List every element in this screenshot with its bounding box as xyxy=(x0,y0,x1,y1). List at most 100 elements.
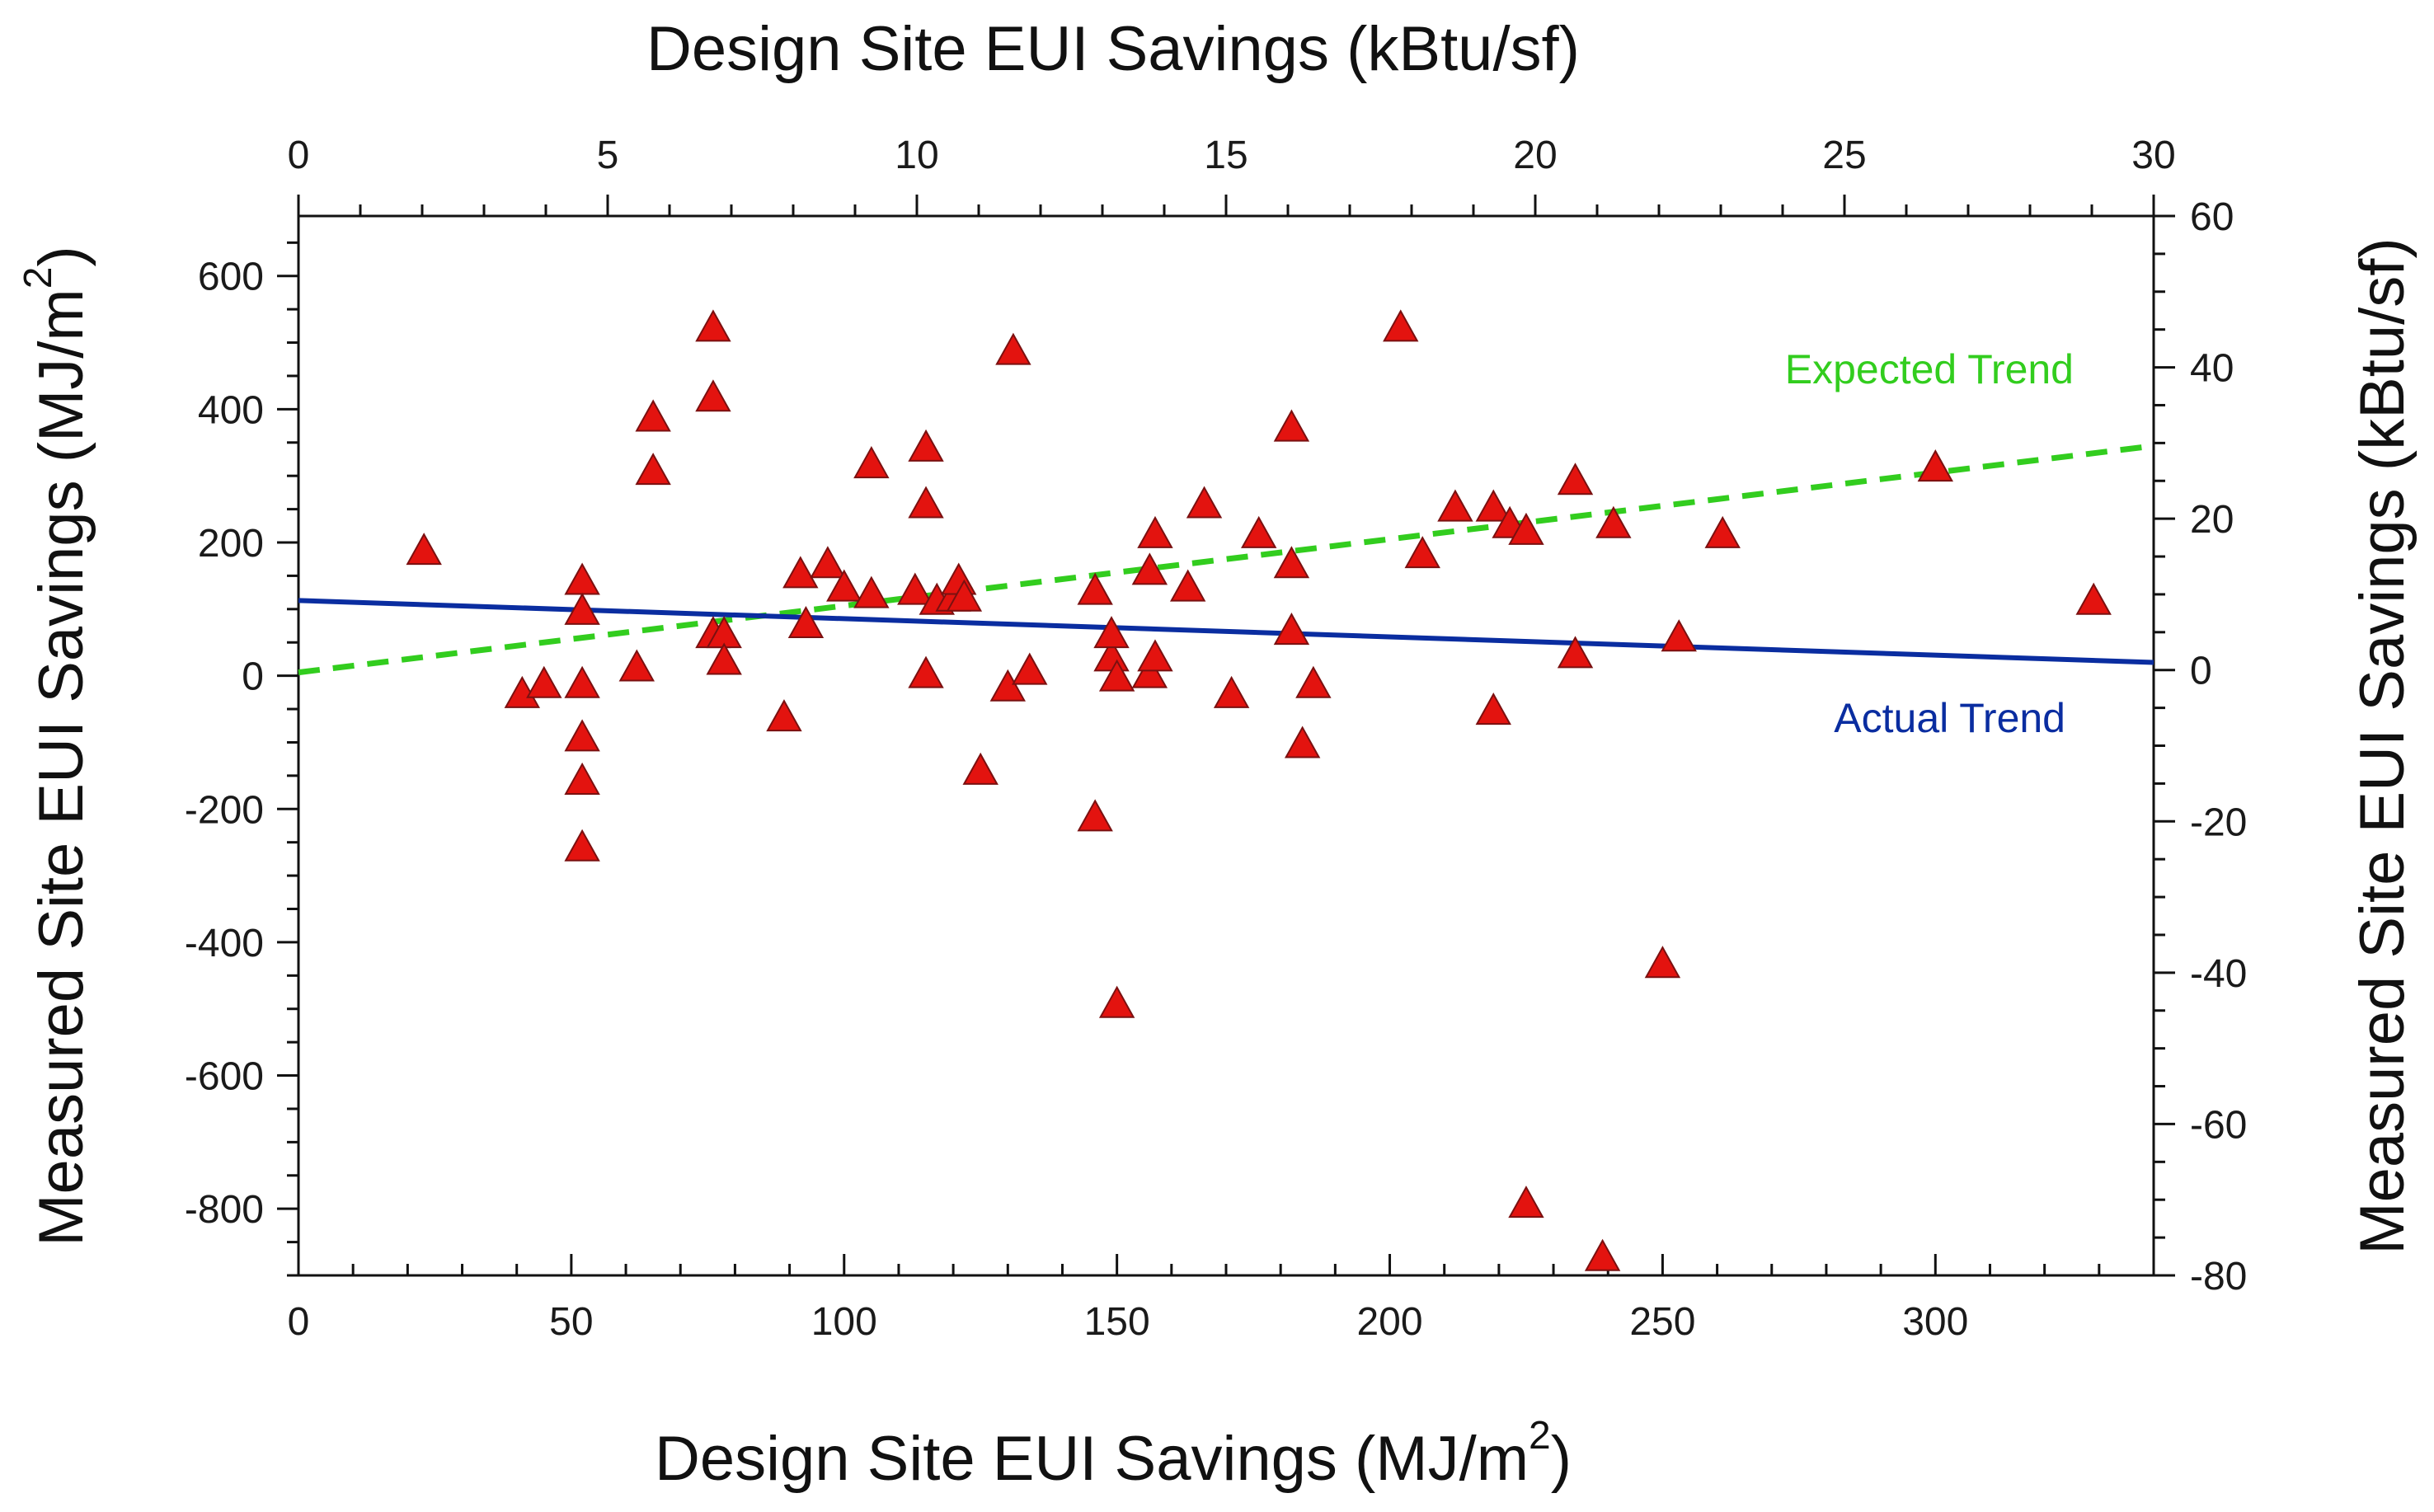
data-point-marker xyxy=(564,829,600,862)
x-top-tick-label: 0 xyxy=(288,134,310,177)
data-point-marker xyxy=(1475,693,1511,725)
data-point-marker xyxy=(564,665,600,698)
data-point-marker xyxy=(946,579,983,612)
x-top-tick-label: 25 xyxy=(1822,134,1866,177)
data-point-marker xyxy=(1917,449,1953,482)
y-tick-label: 600 xyxy=(198,256,264,299)
x-tick-label: 150 xyxy=(1084,1300,1150,1344)
data-points xyxy=(406,309,2112,1271)
x-top-axis-tick-labels: 0 5 10 15 20 25 30 xyxy=(288,134,2176,177)
y-right-tick-label: -20 xyxy=(2190,801,2247,844)
data-point-marker xyxy=(1557,636,1594,669)
x-top-tick-label: 15 xyxy=(1204,134,1248,177)
y-left-axis-title-end: ) xyxy=(26,246,96,266)
x-tick-label: 100 xyxy=(811,1300,877,1344)
y-left-axis-title-main: Measured Site EUI Savings (MJ/m xyxy=(26,289,96,1247)
y-tick-label: -600 xyxy=(185,1055,264,1099)
data-point-marker xyxy=(1241,515,1277,548)
data-point-marker xyxy=(1284,725,1321,758)
x-tick-label: 200 xyxy=(1356,1300,1422,1344)
data-point-marker xyxy=(908,655,944,688)
expected-trend-label: Expected Trend xyxy=(1785,346,2074,392)
data-point-marker xyxy=(1508,1186,1544,1219)
x-bottom-axis-title-end: ) xyxy=(1551,1424,1572,1494)
x-top-tick-label: 20 xyxy=(1513,134,1557,177)
y-right-tick-label: -40 xyxy=(2190,952,2247,996)
data-point-marker xyxy=(695,309,731,342)
data-point-marker xyxy=(766,699,802,732)
data-point-marker xyxy=(908,429,944,462)
data-point-marker xyxy=(908,486,944,519)
x-tick-label: 250 xyxy=(1629,1300,1695,1344)
x-top-axis-title: Design Site EUI Savings (kBtu/sf) xyxy=(646,14,1580,84)
y-right-axis-tick-labels: -80 -60 -40 -20 0 20 40 60 xyxy=(2190,195,2247,1298)
y-right-axis-title: Measured Site EUI Savings (kBtu/sf) xyxy=(2347,237,2418,1254)
x-bottom-axis-title: Design Site EUI Savings (MJ/m2) xyxy=(655,1414,1572,1494)
data-point-marker xyxy=(635,399,671,432)
data-point-marker xyxy=(564,719,600,752)
data-point-marker xyxy=(1644,946,1681,979)
data-point-marker xyxy=(1273,546,1310,579)
data-point-marker xyxy=(1404,536,1440,569)
x-bottom-axis-title-main: Design Site EUI Savings (MJ/m xyxy=(655,1424,1529,1494)
data-point-marker xyxy=(962,752,999,785)
data-point-marker xyxy=(1704,515,1741,548)
data-point-marker xyxy=(1595,505,1632,538)
y-tick-label: -200 xyxy=(185,788,264,832)
data-point-marker xyxy=(787,605,825,639)
data-point-marker xyxy=(1012,652,1048,685)
y-right-tick-label: 60 xyxy=(2190,195,2234,239)
y-left-axis-title-sup: 2 xyxy=(16,267,60,289)
y-tick-label: 400 xyxy=(198,388,264,432)
data-point-marker xyxy=(2075,582,2112,615)
data-point-marker xyxy=(1584,1238,1621,1271)
data-point-marker xyxy=(1137,515,1173,548)
data-point-marker xyxy=(526,665,562,698)
data-point-marker xyxy=(782,556,819,589)
data-point-marker xyxy=(995,332,1031,365)
y-right-tick-label: 20 xyxy=(2190,498,2234,542)
x-top-tick-label: 30 xyxy=(2131,134,2175,177)
x-top-tick-label: 10 xyxy=(895,134,938,177)
data-point-marker xyxy=(1557,463,1594,495)
data-point-marker xyxy=(1169,569,1206,602)
data-point-marker xyxy=(1295,665,1332,698)
data-point-marker xyxy=(564,762,600,795)
data-point-marker xyxy=(1131,655,1168,688)
x-top-tick-label: 5 xyxy=(597,134,619,177)
data-point-marker xyxy=(1077,572,1113,605)
data-point-marker xyxy=(635,453,671,486)
data-point-marker xyxy=(1508,512,1544,545)
x-bottom-axis-title-sup: 2 xyxy=(1529,1414,1551,1458)
data-point-marker xyxy=(564,592,600,625)
data-point-marker xyxy=(1131,552,1168,585)
y-tick-label: -400 xyxy=(185,922,264,965)
data-point-marker xyxy=(810,546,846,579)
y-tick-label: 0 xyxy=(242,655,264,699)
y-tick-label: 200 xyxy=(198,522,264,566)
x-tick-label: 0 xyxy=(288,1300,310,1344)
data-point-marker xyxy=(1273,613,1310,646)
y-axis-tick-labels: -800 -600 -400 -200 0 200 400 600 xyxy=(185,256,264,1232)
data-point-marker xyxy=(1437,489,1473,522)
data-point-marker xyxy=(853,575,890,608)
data-point-marker xyxy=(1093,616,1130,649)
x-tick-label: 300 xyxy=(1902,1300,1968,1344)
y-right-tick-label: 0 xyxy=(2190,650,2212,693)
data-point-marker xyxy=(1186,486,1223,519)
data-point-marker xyxy=(897,572,933,605)
data-point-marker xyxy=(1661,619,1697,652)
y-right-tick-label: -60 xyxy=(2190,1103,2247,1147)
data-point-marker xyxy=(1213,675,1250,708)
data-point-marker xyxy=(1098,659,1135,692)
data-point-marker xyxy=(826,569,862,602)
y-tick-label: -800 xyxy=(185,1188,264,1232)
x-axis-tick-labels: 0 50 100 150 200 250 300 xyxy=(288,1300,1969,1344)
data-point-marker xyxy=(695,379,731,412)
data-point-marker xyxy=(1383,309,1419,342)
actual-trend-label: Actual Trend xyxy=(1834,695,2065,741)
data-point-marker xyxy=(989,669,1026,702)
y-right-tick-label: 40 xyxy=(2190,347,2234,391)
